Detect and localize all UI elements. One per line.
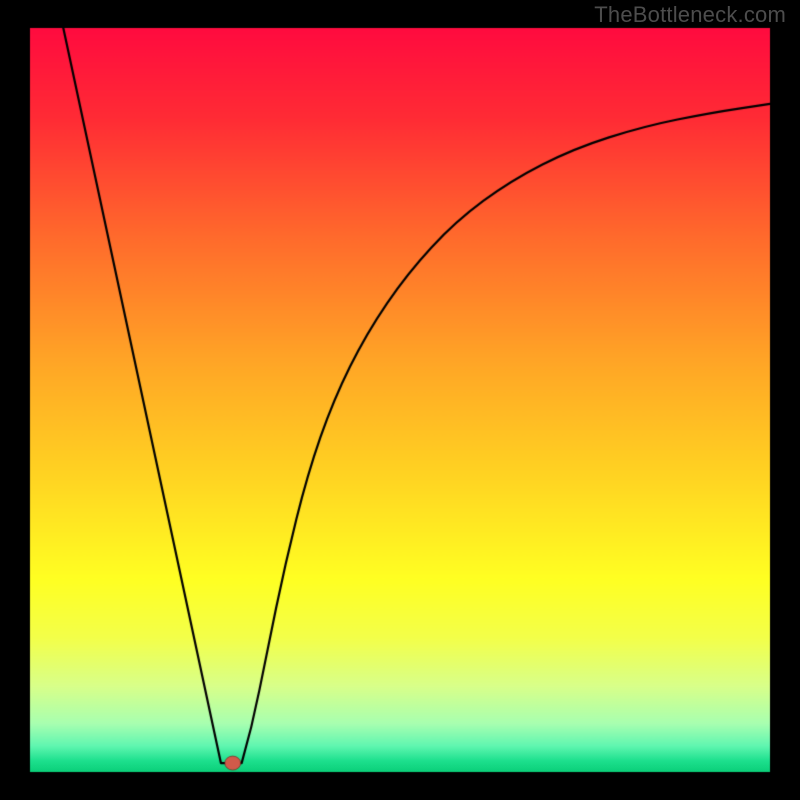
- plot-canvas-holder: [0, 0, 800, 800]
- watermark-text: TheBottleneck.com: [594, 2, 786, 28]
- plot-canvas: [0, 0, 800, 800]
- chart-root: TheBottleneck.com: [0, 0, 800, 800]
